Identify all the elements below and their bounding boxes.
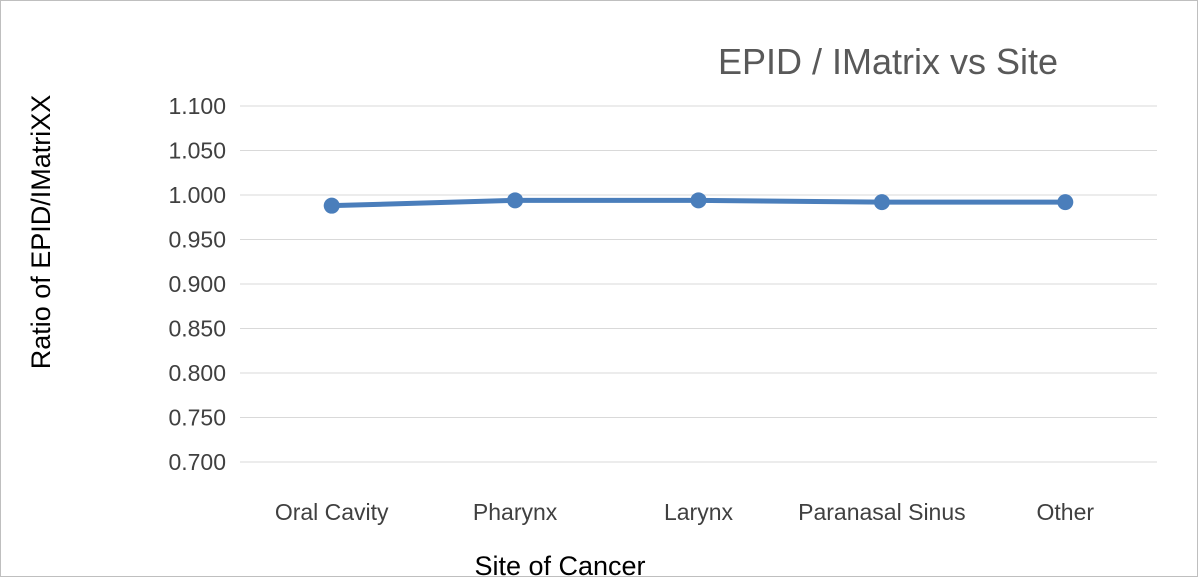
x-tick-label: Oral Cavity bbox=[275, 499, 389, 525]
y-axis-title: Ratio of EPID/IMatriXX bbox=[26, 95, 56, 370]
chart-title: EPID / IMatrix vs Site bbox=[718, 41, 1058, 82]
data-point-paranasal-sinus bbox=[873, 194, 890, 211]
y-tick-label: 0.850 bbox=[168, 316, 226, 342]
y-tick-label: 1.000 bbox=[168, 182, 226, 208]
x-tick-label: Other bbox=[1037, 499, 1095, 525]
data-point-larynx bbox=[690, 192, 707, 209]
x-tick-label: Paranasal Sinus bbox=[798, 499, 966, 525]
data-point-pharynx bbox=[507, 192, 524, 209]
x-tick-label: Larynx bbox=[664, 499, 734, 525]
data-point-other bbox=[1057, 194, 1074, 211]
y-tick-label: 0.950 bbox=[168, 227, 226, 253]
x-tick-labels: Oral Cavity Pharynx Larynx Paranasal Sinus O… bbox=[275, 499, 1095, 525]
y-tick-label: 0.800 bbox=[168, 360, 226, 386]
y-tick-label: 0.750 bbox=[168, 405, 226, 431]
y-tick-label: 0.700 bbox=[168, 449, 226, 475]
x-axis-title: Site of Cancer bbox=[474, 551, 645, 579]
gridlines bbox=[240, 105, 1157, 463]
y-tick-label: 0.900 bbox=[168, 271, 226, 297]
y-tick-label: 1.050 bbox=[168, 138, 226, 164]
series-group bbox=[323, 192, 1074, 214]
y-tick-label: 1.100 bbox=[168, 93, 226, 119]
y-tick-labels: 0.700 0.750 0.800 0.850 0.900 0.950 1.000 1.050… bbox=[168, 93, 226, 475]
data-point-oral-cavity bbox=[323, 197, 340, 214]
x-tick-label: Pharynx bbox=[473, 499, 558, 525]
